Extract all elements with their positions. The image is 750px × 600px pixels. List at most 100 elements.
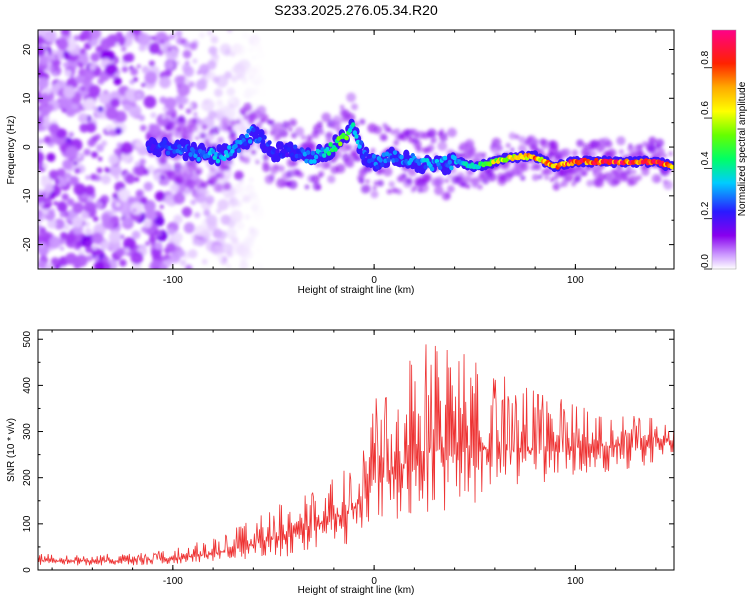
halo-blob — [544, 175, 550, 181]
colorbar-tick-label: 0.4 — [700, 151, 711, 165]
ridge-blob — [267, 140, 272, 146]
halo-blob — [387, 127, 392, 133]
halo-blob — [201, 124, 208, 131]
halo-blob — [533, 162, 542, 171]
noise-blob — [138, 44, 146, 52]
halo-blob — [291, 160, 299, 167]
noise-blob — [114, 174, 120, 181]
noise-blob — [113, 77, 122, 86]
noise-blob — [119, 259, 127, 267]
noise-blob — [150, 112, 157, 119]
ridge-blob — [257, 136, 262, 142]
noise-blob — [161, 114, 167, 120]
noise-blob — [48, 236, 62, 249]
halo-blob — [256, 105, 267, 116]
noise-blob — [38, 260, 47, 269]
ridge-blob — [294, 153, 299, 159]
noise-blob — [228, 196, 239, 207]
noise-blob — [104, 167, 111, 174]
noise-blob — [195, 79, 207, 91]
ridge-blob — [210, 149, 216, 154]
ridge-blob — [399, 154, 404, 160]
halo-blob — [549, 140, 559, 150]
noise-blob — [142, 168, 149, 175]
ridge-blob — [222, 156, 227, 162]
noise-blob — [92, 244, 98, 251]
noise-blob — [216, 100, 224, 108]
halo-blob — [444, 193, 451, 199]
noise-blob — [124, 247, 130, 254]
noise-blob — [73, 161, 78, 166]
noise-blob — [96, 144, 104, 152]
halo-blob — [234, 170, 244, 181]
halo-blob — [549, 177, 555, 183]
snr-frame — [37, 329, 675, 571]
halo-blob — [623, 175, 630, 182]
noise-blob — [38, 230, 43, 235]
noise-blob — [59, 96, 73, 110]
noise-blob — [110, 215, 120, 225]
noise-blob — [205, 195, 215, 205]
ridge-blob — [285, 152, 290, 158]
noise-blob — [62, 62, 69, 68]
noise-blob — [73, 183, 86, 196]
noise-blob — [38, 35, 44, 46]
noise-blob — [41, 208, 49, 216]
halo-blob — [641, 167, 650, 176]
halo-blob — [447, 127, 457, 138]
halo-blob — [655, 138, 665, 148]
halo-blob — [243, 102, 253, 112]
noise-blob — [74, 167, 81, 174]
halo-blob — [627, 145, 634, 152]
noise-blob — [38, 137, 42, 144]
ridge-blob — [244, 133, 250, 139]
noise-blob — [83, 148, 91, 156]
noise-blob — [75, 254, 88, 267]
halo-blob — [288, 127, 293, 132]
noise-blob — [167, 199, 174, 206]
halo-blob — [628, 175, 639, 186]
halo-blob — [353, 155, 361, 162]
halo-blob — [552, 183, 560, 191]
halo-blob — [324, 162, 332, 169]
ridge-blob — [251, 127, 256, 133]
noise-blob — [190, 199, 196, 206]
noise-blob — [166, 242, 176, 253]
halo-blob — [628, 143, 633, 148]
spectrogram-ytick-label: 0 — [22, 144, 33, 150]
spectrogram-ytick-label: 20 — [22, 44, 33, 56]
halo-blob — [213, 183, 223, 193]
ridge-blob — [333, 147, 338, 152]
ridge-blob — [394, 157, 399, 163]
noise-blob — [85, 122, 97, 133]
snr-ytick-label: 0 — [22, 567, 33, 573]
ridge-blob — [276, 144, 282, 150]
noise-blob — [44, 87, 52, 95]
ridge-blob — [243, 141, 248, 147]
noise-blob — [59, 246, 65, 251]
noise-blob — [164, 97, 177, 110]
ridge-blob — [378, 157, 383, 163]
noise-blob — [56, 38, 69, 51]
halo-blob — [358, 178, 365, 184]
ridge-blob — [293, 144, 298, 150]
ridge-blob — [328, 142, 333, 147]
halo-blob — [443, 132, 448, 137]
halo-blob — [668, 151, 673, 156]
noise-blob — [83, 201, 97, 214]
halo-blob — [346, 144, 353, 151]
noise-blob — [93, 261, 105, 269]
noise-blob — [128, 104, 142, 118]
noise-blob — [219, 230, 228, 240]
halo-blob — [173, 162, 183, 172]
halo-blob — [520, 175, 526, 181]
ridge-blob — [391, 158, 396, 163]
halo-blob — [662, 153, 667, 158]
noise-blob — [100, 37, 113, 50]
ridge-blob — [259, 132, 264, 138]
noise-blob — [188, 103, 194, 109]
halo-blob — [656, 147, 665, 156]
noise-blob — [257, 219, 268, 230]
noise-blob — [38, 195, 44, 204]
halo-blob — [288, 180, 298, 190]
